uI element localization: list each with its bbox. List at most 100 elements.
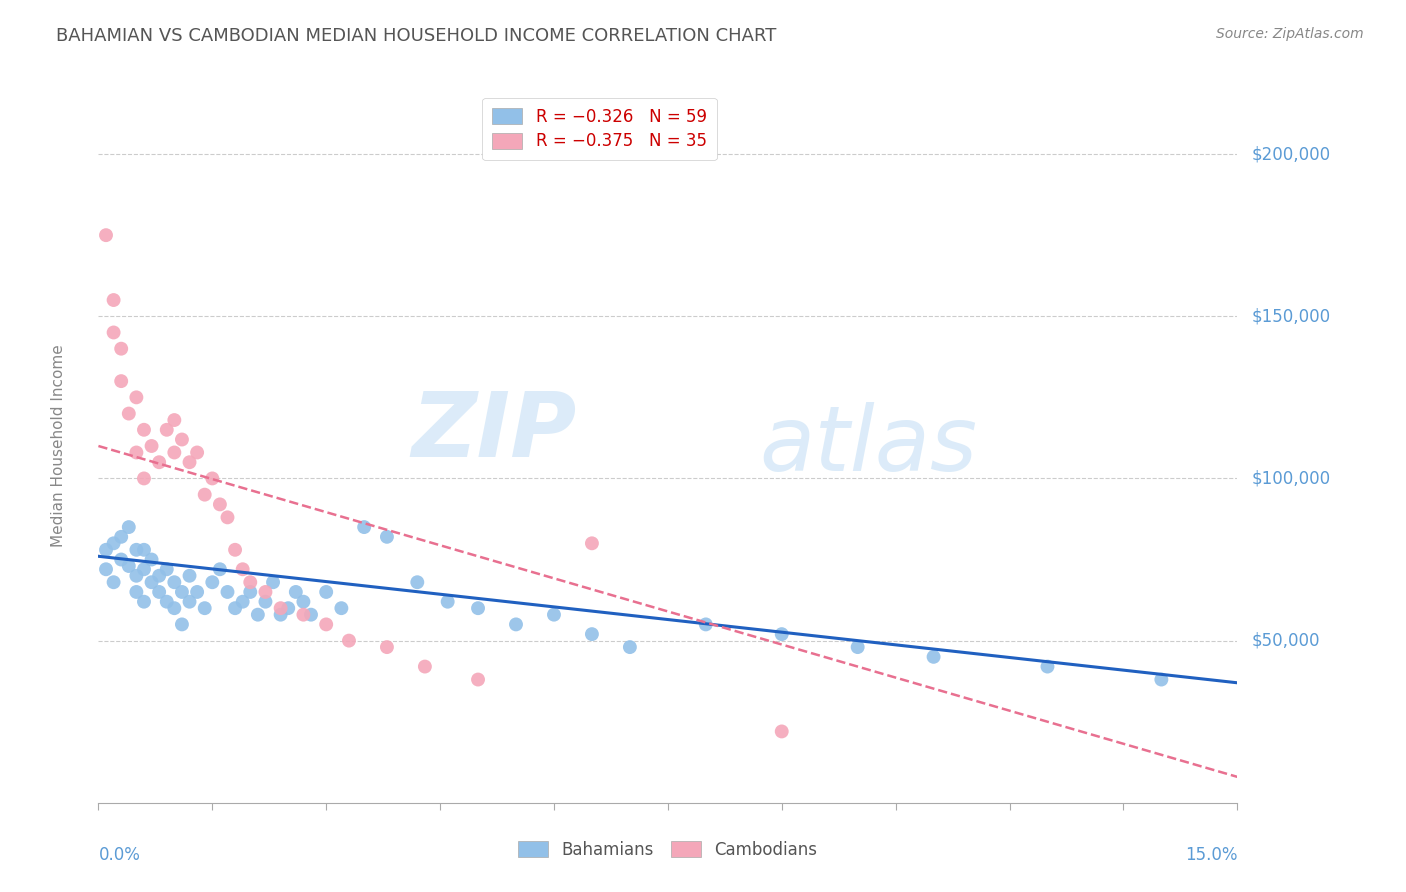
Point [254, 595, 277, 609]
Point [163, 601, 186, 615]
Point [179, 455, 201, 469]
Point [232, 595, 254, 609]
Point [103, 293, 125, 307]
Point [110, 552, 132, 566]
Point [413, 659, 436, 673]
Point [270, 607, 292, 622]
Point [770, 627, 793, 641]
Point [141, 439, 163, 453]
Text: $200,000: $200,000 [1251, 145, 1330, 163]
Point [217, 510, 239, 524]
Point [232, 562, 254, 576]
Point [194, 601, 217, 615]
Point [467, 601, 489, 615]
Point [239, 575, 262, 590]
Point [406, 575, 429, 590]
Point [132, 542, 155, 557]
Point [125, 542, 148, 557]
Text: $150,000: $150,000 [1251, 307, 1330, 326]
Point [186, 445, 208, 459]
Point [103, 575, 125, 590]
Point [695, 617, 717, 632]
Point [103, 326, 125, 340]
Point [284, 585, 307, 599]
Point [148, 568, 170, 582]
Point [581, 536, 603, 550]
Text: Median Household Income: Median Household Income [51, 344, 66, 548]
Point [299, 607, 322, 622]
Point [224, 601, 246, 615]
Text: $50,000: $50,000 [1251, 632, 1320, 649]
Point [208, 562, 231, 576]
Text: 15.0%: 15.0% [1185, 846, 1237, 863]
Point [110, 374, 132, 388]
Point [103, 536, 125, 550]
Point [1036, 659, 1059, 673]
Point [179, 595, 201, 609]
Text: Source: ZipAtlas.com: Source: ZipAtlas.com [1216, 27, 1364, 41]
Point [110, 530, 132, 544]
Text: atlas: atlas [759, 402, 977, 490]
Point [163, 445, 186, 459]
Point [217, 585, 239, 599]
Point [170, 617, 193, 632]
Point [246, 607, 269, 622]
Point [375, 530, 398, 544]
Point [118, 559, 141, 574]
Point [436, 595, 458, 609]
Text: $100,000: $100,000 [1251, 469, 1330, 487]
Point [277, 601, 299, 615]
Point [156, 595, 179, 609]
Point [132, 423, 155, 437]
Point [132, 562, 155, 576]
Point [194, 488, 217, 502]
Point [224, 542, 246, 557]
Point [141, 552, 163, 566]
Text: BAHAMIAN VS CAMBODIAN MEDIAN HOUSEHOLD INCOME CORRELATION CHART: BAHAMIAN VS CAMBODIAN MEDIAN HOUSEHOLD I… [56, 27, 776, 45]
Point [179, 568, 201, 582]
Point [208, 497, 231, 511]
Point [156, 423, 179, 437]
Point [922, 649, 945, 664]
Point [163, 413, 186, 427]
Point [132, 471, 155, 485]
Point [118, 520, 141, 534]
Point [94, 542, 117, 557]
Point [125, 568, 148, 582]
Point [239, 585, 262, 599]
Point [141, 575, 163, 590]
Point [94, 562, 117, 576]
Point [353, 520, 375, 534]
Point [1150, 673, 1173, 687]
Point [118, 407, 141, 421]
Point [163, 575, 186, 590]
Point [132, 595, 155, 609]
Point [201, 575, 224, 590]
Point [315, 617, 337, 632]
Point [148, 455, 170, 469]
Point [846, 640, 869, 654]
Point [330, 601, 353, 615]
Text: 0.0%: 0.0% [98, 846, 141, 863]
Point [201, 471, 224, 485]
Point [170, 433, 193, 447]
Point [254, 585, 277, 599]
Legend: Bahamians, Cambodians: Bahamians, Cambodians [512, 835, 824, 866]
Point [467, 673, 489, 687]
Point [156, 562, 179, 576]
Point [125, 445, 148, 459]
Point [505, 617, 527, 632]
Point [543, 607, 565, 622]
Point [270, 601, 292, 615]
Point [619, 640, 641, 654]
Point [110, 342, 132, 356]
Point [337, 633, 360, 648]
Text: ZIP: ZIP [412, 388, 576, 475]
Point [186, 585, 208, 599]
Point [125, 585, 148, 599]
Point [262, 575, 284, 590]
Point [375, 640, 398, 654]
Point [770, 724, 793, 739]
Point [148, 585, 170, 599]
Point [315, 585, 337, 599]
